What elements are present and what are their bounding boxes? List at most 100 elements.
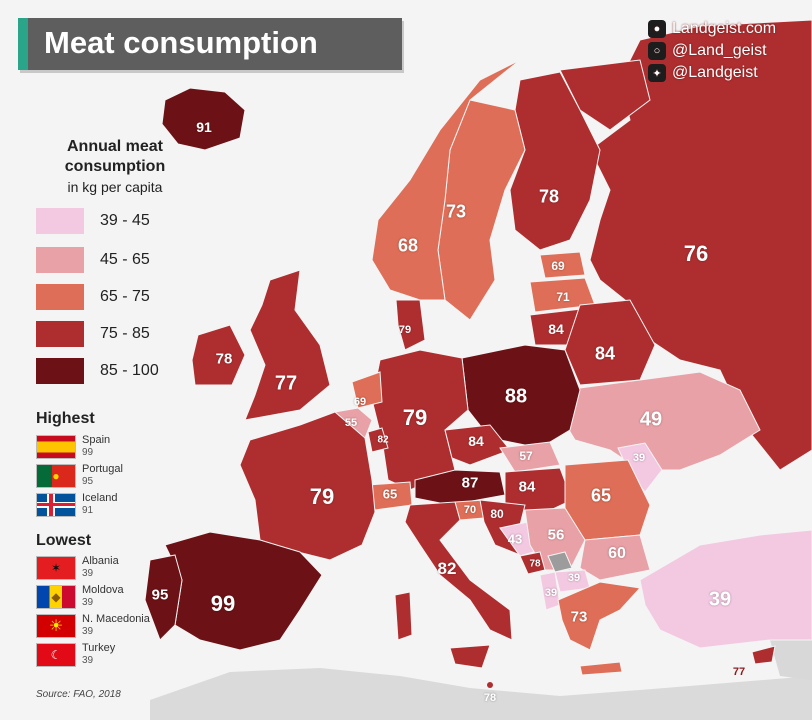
country-malta bbox=[487, 682, 493, 688]
country-bulgaria bbox=[579, 534, 651, 581]
brand-instagram[interactable]: ○ @Land_geist bbox=[648, 42, 767, 60]
spain-flag bbox=[36, 435, 76, 459]
country-cyprus bbox=[751, 645, 776, 665]
value-label-czechia: 84 bbox=[468, 433, 484, 449]
value-label-serbia: 56 bbox=[547, 526, 565, 544]
country-luxembourg bbox=[367, 427, 389, 453]
country-uk bbox=[244, 269, 331, 421]
legend-label: 85 - 100 bbox=[100, 362, 159, 379]
country-name: Turkey bbox=[82, 642, 116, 654]
country-netherlands bbox=[351, 371, 383, 409]
country-name: Portugal bbox=[82, 463, 123, 475]
country-value: 39 bbox=[82, 597, 94, 608]
value-label-poland: 88 bbox=[504, 385, 528, 408]
value-label-finland: 78 bbox=[538, 186, 560, 207]
legend-swatch bbox=[36, 284, 84, 310]
twitter-icon: ✦ bbox=[648, 64, 666, 82]
legend-subtitle: in kg per capita bbox=[67, 179, 163, 195]
iceland-flag bbox=[36, 493, 76, 517]
value-label-montenegro: 78 bbox=[529, 558, 541, 570]
value-label-estonia: 69 bbox=[551, 259, 565, 273]
brand-twitter-label: @Landgeist bbox=[672, 64, 758, 81]
legend-bin: 45 - 65 bbox=[36, 247, 150, 273]
country-value: 95 bbox=[82, 476, 94, 487]
moldova-flag: ◆ bbox=[36, 585, 76, 609]
legend-swatch bbox=[36, 208, 84, 234]
country-value: 39 bbox=[82, 655, 94, 666]
country-value: 91 bbox=[82, 505, 94, 516]
value-label-romania: 65 bbox=[590, 485, 612, 506]
value-label-france: 79 bbox=[309, 484, 335, 509]
country-name: N. Macedonia bbox=[82, 613, 150, 625]
brand-instagram-label: @Land_geist bbox=[672, 42, 767, 59]
country-montenegro bbox=[519, 551, 546, 575]
legend-label: 45 - 65 bbox=[100, 251, 150, 268]
country-value: 99 bbox=[82, 447, 94, 458]
country-portugal bbox=[144, 554, 183, 641]
highest-item: Spain 99 bbox=[36, 435, 110, 459]
value-label-portugal: 95 bbox=[151, 586, 169, 604]
value-label-moldova: 39 bbox=[632, 452, 646, 464]
brand-site[interactable]: ● Landgeist.com bbox=[648, 20, 776, 38]
country-ukraine bbox=[559, 371, 761, 471]
value-label-italy: 82 bbox=[437, 559, 457, 578]
legend-swatch bbox=[36, 247, 84, 273]
brand-twitter[interactable]: ✦ @Landgeist bbox=[648, 64, 758, 82]
highest-title: Highest bbox=[36, 410, 95, 427]
value-label-belarus: 84 bbox=[594, 343, 616, 364]
value-label-netherlands: 69 bbox=[353, 396, 367, 408]
value-label-croatia: 80 bbox=[490, 507, 504, 521]
value-label-north-macedonia: 39 bbox=[567, 572, 581, 584]
country-italy-sicily bbox=[449, 644, 491, 669]
legend-title-line2: consumption bbox=[64, 158, 166, 175]
legend-bin: 65 - 75 bbox=[36, 284, 150, 310]
legend-label: 39 - 45 bbox=[100, 212, 150, 229]
country-name: Spain bbox=[82, 434, 111, 446]
legend-swatch bbox=[36, 321, 84, 347]
value-label-greece: 73 bbox=[570, 608, 588, 626]
value-label-bosnia: 43 bbox=[507, 531, 523, 547]
north-africa bbox=[150, 668, 812, 720]
albania-flag: ✶ bbox=[36, 556, 76, 580]
country-italy-sardinia bbox=[394, 591, 413, 641]
lowest-item: ✶ Albania 39 bbox=[36, 556, 119, 580]
country-name: Moldova bbox=[82, 584, 124, 596]
country-value: 39 bbox=[82, 626, 94, 637]
value-label-albania: 39 bbox=[544, 587, 558, 599]
country-greece-crete bbox=[579, 661, 623, 676]
middle-east bbox=[770, 628, 812, 680]
country-slovakia bbox=[499, 441, 561, 473]
value-label-denmark: 79 bbox=[398, 324, 412, 336]
brand-site-label: Landgeist.com bbox=[672, 20, 777, 37]
value-label-spain: 99 bbox=[210, 591, 236, 616]
value-label-malta: 78 bbox=[483, 692, 497, 704]
highest-item: Iceland 91 bbox=[36, 493, 117, 517]
legend-bin: 39 - 45 bbox=[36, 208, 150, 234]
country-czechia bbox=[444, 424, 511, 466]
country-hungary bbox=[504, 467, 573, 516]
lowest-item: ☾ Turkey 39 bbox=[36, 643, 115, 667]
value-label-ireland: 78 bbox=[215, 350, 233, 368]
value-label-slovakia: 57 bbox=[519, 449, 533, 463]
lowest-item: ◆ Moldova 39 bbox=[36, 585, 124, 609]
country-ireland bbox=[191, 324, 246, 386]
value-label-turkey: 39 bbox=[708, 588, 732, 611]
value-label-belgium: 55 bbox=[344, 417, 358, 429]
value-label-hungary: 84 bbox=[518, 478, 536, 496]
value-label-austria: 87 bbox=[461, 474, 479, 492]
lowest-title: Lowest bbox=[36, 532, 92, 549]
value-label-latvia: 71 bbox=[556, 290, 570, 304]
value-label-sweden: 73 bbox=[445, 201, 467, 222]
kosovo-no-data bbox=[547, 551, 573, 573]
legend-title-line1: Annual meat bbox=[66, 138, 163, 155]
country-value: 39 bbox=[82, 568, 94, 579]
country-norway bbox=[371, 59, 521, 301]
instagram-icon: ○ bbox=[648, 42, 666, 60]
value-label-switzerland: 65 bbox=[382, 486, 398, 502]
legend-bin: 85 - 100 bbox=[36, 358, 159, 384]
value-label-germany: 79 bbox=[402, 405, 428, 430]
portugal-flag: ● bbox=[36, 464, 76, 488]
legend-title: Annual meat consumption in kg per capita bbox=[40, 137, 190, 197]
legend-label: 65 - 75 bbox=[100, 288, 150, 305]
